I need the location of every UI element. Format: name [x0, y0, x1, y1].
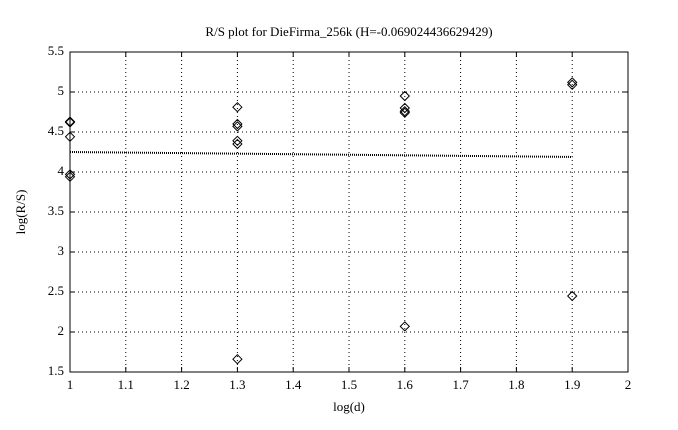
diamond-marker — [566, 79, 578, 91]
diamond-marker — [64, 171, 76, 183]
y-tick-label: 1.5 — [48, 363, 64, 378]
fit-line — [69, 151, 573, 158]
y-axis-label: log(R/S) — [13, 190, 28, 235]
diamond-marker — [64, 131, 76, 143]
diamond-marker — [232, 135, 243, 147]
y-tick-label: 3 — [58, 243, 65, 258]
x-tick-label: 1.3 — [229, 377, 245, 392]
x-tick-label: 1.4 — [285, 377, 302, 392]
diamond-marker — [232, 101, 243, 113]
diamond-marker — [232, 353, 243, 365]
diamond-marker — [399, 102, 411, 114]
diamond-marker — [64, 169, 76, 180]
diamond-marker — [566, 77, 578, 88]
diamond-marker — [399, 90, 411, 102]
x-tick-label: 1.7 — [452, 377, 469, 392]
y-tick-label: 2 — [58, 323, 65, 338]
x-tick-label: 1.6 — [397, 377, 414, 392]
y-tick-label: 4 — [58, 163, 65, 178]
x-tick-label: 1.5 — [341, 377, 357, 392]
x-tick-label: 1.2 — [173, 377, 189, 392]
diamond-marker — [232, 121, 243, 132]
diamond-marker — [64, 117, 76, 128]
diamond-marker — [399, 105, 411, 117]
diamond-marker — [232, 118, 243, 130]
x-tick-label: 2 — [625, 377, 632, 392]
x-axis-label: log(d) — [333, 399, 365, 414]
x-tick-label: 1 — [67, 377, 74, 392]
diamond-marker — [399, 107, 411, 119]
x-tick-label: 1.1 — [118, 377, 134, 392]
diamond-marker — [399, 321, 411, 332]
diamond-marker — [566, 290, 578, 302]
y-tick-label: 4.5 — [48, 123, 64, 138]
y-tick-label: 2.5 — [48, 283, 64, 298]
diamond-marker — [64, 116, 76, 127]
y-tick-label: 5.5 — [48, 43, 64, 58]
x-tick-label: 1.9 — [564, 377, 580, 392]
diamond-marker — [232, 138, 243, 150]
plot-frame — [69, 51, 629, 373]
chart-title: R/S plot for DieFirma_256k (H=-0.0690244… — [205, 24, 492, 39]
x-tick-label: 1.8 — [508, 377, 524, 392]
y-tick-label: 5 — [58, 83, 65, 98]
y-tick-label: 3.5 — [48, 203, 64, 218]
